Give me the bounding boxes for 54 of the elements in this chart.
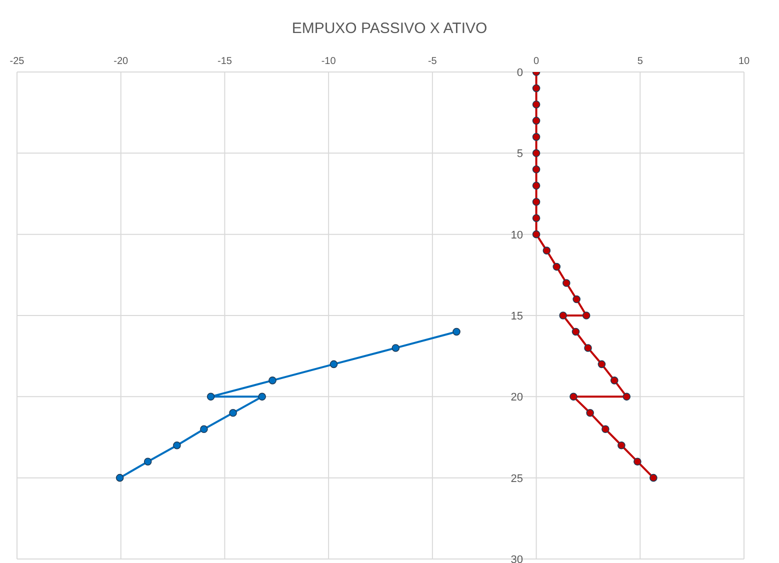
point (570, 392, 578, 401)
point (532, 230, 540, 238)
y-tick-label: 15 (510, 310, 523, 322)
chart-title: EMPUXO PASSIVO X ATIVO (290, 20, 488, 37)
point (572, 328, 580, 336)
x-tick-label: 5 (637, 56, 644, 67)
point (330, 360, 338, 368)
y-tick-label: 0 (516, 67, 523, 79)
x-tick-label: -25 (10, 56, 25, 67)
point (200, 425, 208, 434)
x-tick-label: 0 (534, 56, 540, 67)
point (268, 376, 276, 384)
point (532, 166, 540, 174)
y-tick-label: 30 (510, 554, 523, 563)
point (602, 425, 610, 434)
point (144, 458, 152, 466)
point (586, 409, 594, 417)
point (562, 279, 570, 287)
point (532, 116, 540, 125)
point (532, 149, 540, 158)
point (542, 246, 551, 254)
point (452, 328, 460, 336)
x-tick-label: -5 (428, 56, 438, 67)
point (116, 474, 124, 482)
point (572, 295, 580, 304)
point (532, 133, 540, 141)
point (532, 182, 540, 190)
point (173, 441, 181, 450)
x-tick-label: -10 (321, 56, 336, 67)
point (618, 441, 626, 450)
point (559, 312, 567, 320)
point (650, 474, 658, 482)
point (610, 376, 618, 384)
point (598, 360, 606, 368)
y-tick-label: 20 (510, 392, 523, 404)
point (552, 262, 561, 271)
y-tick-label: 5 (516, 148, 523, 160)
point (258, 392, 266, 401)
y-tick-label: 25 (510, 472, 523, 485)
point (532, 214, 540, 222)
point (532, 198, 540, 206)
point (582, 312, 590, 320)
point (584, 344, 592, 352)
point (634, 458, 642, 466)
point (206, 392, 215, 401)
y-tick-label: 10 (510, 229, 523, 242)
x-tick-label: 10 (738, 56, 750, 67)
point (532, 100, 540, 108)
x-tick-label: -15 (217, 56, 232, 67)
point (229, 409, 237, 417)
point (622, 392, 631, 401)
point (532, 84, 540, 92)
point (392, 344, 400, 352)
x-tick-label: -20 (114, 56, 129, 67)
